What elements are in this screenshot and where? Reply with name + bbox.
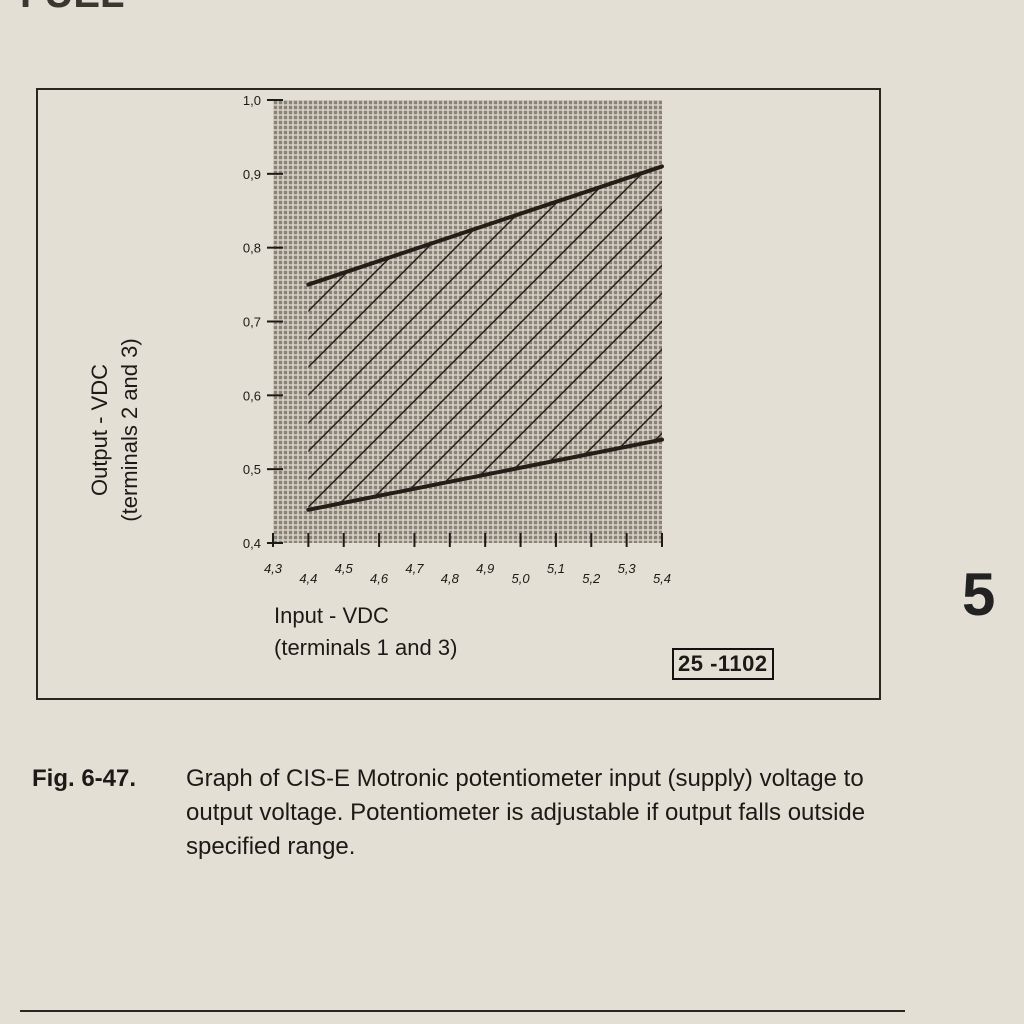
- y-tick-label: 0,5: [243, 462, 261, 477]
- hatch-line: [804, 123, 1024, 543]
- hatch-line: [355, 166, 662, 510]
- x-tick-label: 4,7: [405, 561, 424, 576]
- figure-number-badge: 25 -1102: [672, 648, 774, 680]
- figure-caption: Fig. 6-47. Graph of CIS-E Motronic poten…: [32, 762, 902, 864]
- y-tick-label: 0,4: [243, 536, 261, 551]
- hatch-line: [308, 166, 662, 510]
- x-tick-label: 4,8: [441, 571, 460, 586]
- x-axis: 4,3 4,4 4,5 4,6 4,7 4,8 4,9 5,0 5,1 5,2 5,3 5,4: [264, 533, 671, 586]
- x-axis-label: Input - VDC (terminals 1 and 3): [274, 600, 457, 664]
- hatch-line: [664, 123, 1024, 543]
- y-tick-label: 0,9: [243, 167, 261, 182]
- x-tick-label: 5,1: [547, 561, 565, 576]
- caption-label: Fig. 6-47.: [32, 765, 137, 792]
- x-axis-subtitle: (terminals 1 and 3): [274, 635, 458, 660]
- hatch-line: [411, 166, 662, 510]
- x-tick-label: 4,9: [476, 561, 494, 576]
- hatch-line: [635, 166, 662, 510]
- hatch-line: [308, 166, 662, 510]
- x-axis-title: Input - VDC: [274, 603, 389, 628]
- running-header: FUEL: [20, 0, 124, 17]
- x-tick-label: 5,4: [653, 571, 671, 586]
- y-tick-label: 0,6: [243, 388, 261, 403]
- hatch-line: [383, 166, 662, 510]
- x-tick-label: 4,5: [335, 561, 354, 576]
- hatch-line: [748, 123, 1024, 543]
- x-tick-label: 5,2: [582, 571, 601, 586]
- figure-frame: [36, 88, 881, 700]
- hatch-line: [308, 166, 662, 510]
- x-tick-label: 4,6: [370, 571, 389, 586]
- y-axis: 0,4 0,5 0,6 0,7 0,8 0,9 1,0: [243, 93, 283, 551]
- hatch-line: [720, 123, 1024, 543]
- x-tick-label: 4,3: [264, 561, 283, 576]
- caption-text: Graph of CIS-E Motronic potentiometer in…: [186, 765, 866, 860]
- y-tick-label: 0,8: [243, 241, 261, 256]
- x-tick-label: 5,0: [512, 571, 531, 586]
- section-marker: 5: [962, 561, 996, 628]
- y-axis-subtitle: (terminals 2 and 3): [117, 338, 142, 522]
- hatch-line: [327, 166, 662, 510]
- y-axis-title: Output - VDC: [87, 363, 112, 497]
- y-axis-label: Output - VDC (terminals 2 and 3): [85, 280, 145, 580]
- x-tick-label: 4,4: [299, 571, 317, 586]
- hatch-line: [607, 166, 662, 510]
- hatch-line: [692, 123, 1024, 543]
- x-tick-label: 5,3: [618, 561, 637, 576]
- hatch-line: [776, 123, 1024, 543]
- upper-limit-line: [306, 164, 664, 287]
- y-tick-label: 1,0: [243, 93, 261, 108]
- y-tick-label: 0,7: [243, 315, 261, 330]
- series-lines: [306, 164, 664, 512]
- grid: [273, 100, 662, 543]
- lower-limit-line: [306, 437, 664, 512]
- bottom-rule: [20, 1010, 905, 1012]
